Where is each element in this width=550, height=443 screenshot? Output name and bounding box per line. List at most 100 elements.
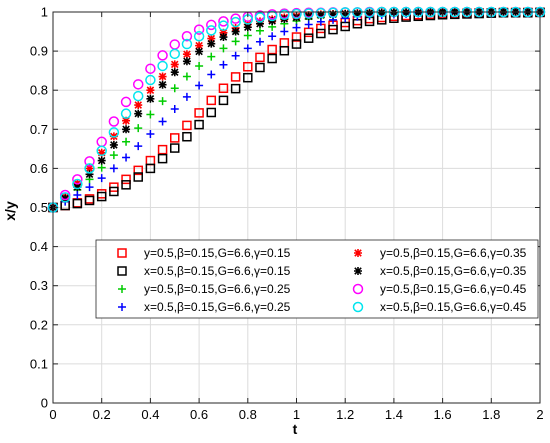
data-point <box>72 178 83 190</box>
data-point <box>170 68 179 77</box>
data-point <box>218 83 229 93</box>
data-point <box>279 9 290 20</box>
ticks: 0 0.2 0.4 0.6 0.8 1 1.2 1.4 1.6 1.8 2 0 0.1 0.2 0.3 0.4… <box>30 5 544 423</box>
data-point <box>329 10 338 19</box>
data-point <box>206 95 217 106</box>
legend-item: x=0.5,β=0.15,G=6.6,γ=0.35 <box>354 264 527 278</box>
data-point <box>182 72 191 81</box>
data-point <box>182 120 192 131</box>
x-tick-label: 1.6 <box>434 407 452 422</box>
legend-label: x=0.5,β=0.15,G=6.6,γ=0.35 <box>380 264 527 278</box>
data-point <box>243 44 252 53</box>
x-tick-label: 1.4 <box>385 407 403 422</box>
data-point <box>158 72 167 81</box>
legend-label: y=0.5,β=0.15,G=6.6,γ=0.45 <box>380 282 527 296</box>
y-tick-label: 0.6 <box>30 161 48 176</box>
legend-marker <box>354 267 362 275</box>
data-point <box>181 30 193 42</box>
data-point <box>304 20 313 29</box>
legend-item: x=0.5,β=0.15,G=6.6,γ=0.25 <box>118 300 291 314</box>
x-tick-label: 1.2 <box>336 407 354 422</box>
x-tick-label: 0.2 <box>93 407 111 422</box>
y-tick-label: 0.1 <box>30 356 48 371</box>
data-point <box>218 16 229 27</box>
y-tick-label: 0.4 <box>30 239 48 254</box>
data-point <box>109 140 118 149</box>
legend-label: x=0.5,β=0.15,G=6.6,γ=0.15 <box>144 264 291 278</box>
legend-marker <box>352 283 364 295</box>
data-point <box>230 83 241 94</box>
data-point <box>72 174 83 185</box>
legend-label: y=0.5,β=0.15,G=6.6,γ=0.15 <box>144 246 291 260</box>
data-point <box>170 133 180 143</box>
data-point <box>97 174 106 183</box>
data-point <box>316 11 325 20</box>
data-point <box>266 10 278 22</box>
data-point <box>218 95 229 106</box>
data-point <box>109 151 118 160</box>
data-point <box>195 81 204 90</box>
data-point <box>96 145 107 157</box>
data-point <box>146 86 155 95</box>
data-point <box>254 12 266 23</box>
data-point <box>182 131 192 142</box>
data-point <box>303 8 314 19</box>
data-point <box>146 129 155 138</box>
data-point <box>109 164 118 173</box>
data-point <box>85 170 94 179</box>
data-point <box>267 44 277 55</box>
data-point <box>157 153 168 164</box>
data-point <box>158 117 167 126</box>
data-point <box>243 31 252 40</box>
data-point <box>85 183 94 192</box>
data-point <box>182 92 191 101</box>
data-point <box>133 172 143 182</box>
data-point <box>193 30 205 42</box>
data-point <box>97 148 106 157</box>
legend-marker <box>117 266 127 276</box>
legend-item: y=0.5,β=0.15,G=6.6,γ=0.45 <box>352 282 527 296</box>
data-point <box>157 60 168 72</box>
data-point <box>255 19 264 28</box>
y-tick-label: 0.8 <box>30 83 48 98</box>
legend-label: y=0.5,β=0.15,G=6.6,γ=0.35 <box>380 246 527 260</box>
data-point <box>134 124 143 133</box>
data-point <box>255 62 265 73</box>
data-point <box>292 23 301 32</box>
data-point <box>121 174 131 185</box>
legend-box <box>95 239 539 319</box>
data-point <box>230 72 241 82</box>
data-point <box>280 27 289 36</box>
data-point <box>291 32 302 42</box>
data-point <box>267 53 277 64</box>
data-point <box>72 198 83 209</box>
data-point <box>255 37 264 46</box>
data-point <box>97 163 106 172</box>
y-axis-label: x/y <box>2 201 18 221</box>
x-tick-label: 2 <box>536 407 543 422</box>
data-point <box>96 191 107 202</box>
data-point <box>194 108 204 118</box>
data-point <box>365 9 374 18</box>
data-point <box>243 23 252 32</box>
data-point <box>169 48 180 60</box>
legend-marker <box>352 301 364 313</box>
data-point <box>170 104 179 113</box>
x-tick-label: 1.8 <box>482 407 500 422</box>
data-point <box>194 119 204 130</box>
data-point <box>206 25 217 36</box>
data-point <box>84 163 95 174</box>
y-tick-label: 0.7 <box>30 122 48 137</box>
data-point <box>206 19 217 31</box>
data-point <box>157 50 168 61</box>
legend-item: y=0.5,β=0.15,G=6.6,γ=0.35 <box>354 246 527 260</box>
data-point <box>243 72 253 83</box>
data-point <box>108 127 120 138</box>
data-point <box>304 12 313 21</box>
y-tick-label: 0 <box>41 396 48 411</box>
legend-item: y=0.5,β=0.15,G=6.6,γ=0.25 <box>118 282 291 296</box>
legend-item: y=0.5,β=0.15,G=6.6,γ=0.15 <box>117 246 291 260</box>
x-axis-label: t <box>293 421 298 437</box>
x-tick-label: 0.4 <box>141 407 159 422</box>
data-point <box>145 163 156 174</box>
